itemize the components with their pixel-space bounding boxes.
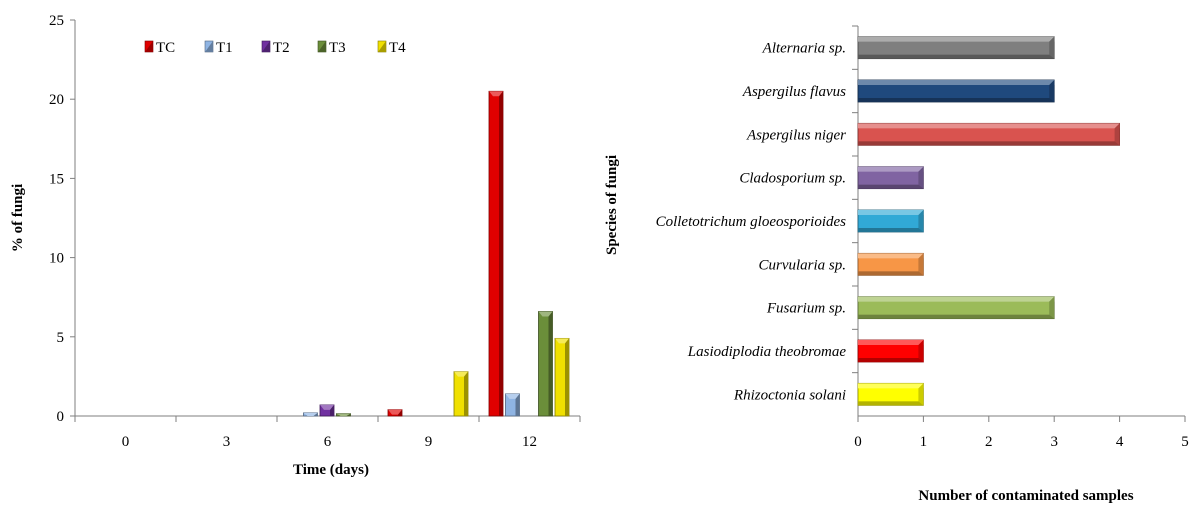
right-x-tick-label: 1	[920, 434, 928, 450]
species-bar-3	[857, 166, 924, 190]
left-y-tick-label: 10	[49, 251, 64, 267]
species-bar-7	[857, 339, 924, 363]
right-x-tick-label: 4	[1116, 434, 1124, 450]
species-label: Alternaria sp.	[762, 41, 846, 57]
species-label: Curvularia sp.	[758, 257, 846, 273]
left-x-tick-label: 6	[324, 434, 332, 450]
left-y-tick-label: 20	[49, 92, 64, 108]
species-bar-1	[857, 79, 1055, 103]
legend-item-t2: T2	[261, 40, 290, 56]
legend-label: T1	[216, 40, 233, 56]
left-bar-tc-day-12	[488, 90, 504, 417]
left-bar-t1-day-12	[505, 393, 520, 417]
left-bar-t4-day-9	[453, 371, 469, 417]
left-x-axis-title: Time (days)	[293, 462, 369, 478]
left-bar-t3-day-6	[336, 413, 351, 417]
left-bar-t1-day-6	[303, 412, 318, 417]
left-y-tick-label: 0	[57, 409, 65, 425]
species-bar-2	[857, 122, 1121, 146]
legend-label: T3	[329, 40, 346, 56]
left-x-tick-label: 0	[122, 434, 130, 450]
time-course-bar-chart: 0 5 10 15 20 25 0 3 6 9 12 TC T1 T2 T3 T4 Time (days)…	[10, 13, 581, 478]
left-y-tick-label: 25	[49, 13, 64, 29]
species-label: Aspergilus flavus	[742, 84, 846, 100]
legend-label: T4	[389, 40, 406, 56]
left-bar-t4-day-12	[554, 337, 570, 417]
left-x-tick-label: 9	[425, 434, 433, 450]
legend-item-t3: T3	[317, 40, 346, 56]
species-label: Aspergilus niger	[746, 127, 846, 143]
left-x-tick-label: 12	[522, 434, 537, 450]
left-y-axis-title: % of fungi	[10, 184, 26, 252]
species-bar-6	[857, 296, 1055, 320]
legend-item-t4: T4	[377, 40, 406, 56]
species-label: Lasiodiplodia theobromae	[687, 344, 847, 360]
species-label: Fusarium sp.	[766, 301, 846, 317]
species-label: Colletotrichum gloeosporioides	[656, 214, 847, 230]
species-label: Cladosporium sp.	[739, 171, 846, 187]
species-bar-5	[857, 252, 924, 276]
right-y-axis-title: Species of fungi	[604, 155, 620, 255]
species-bar-chart: 0 1 2 3 4 5 Alternaria sp. Aspergilus flavus As…	[604, 25, 1189, 504]
left-x-tick-label: 3	[223, 434, 231, 450]
species-bar-0	[857, 36, 1055, 60]
right-x-tick-label: 3	[1050, 434, 1058, 450]
legend-label: TC	[156, 40, 175, 56]
legend-item-tc: TC	[144, 40, 175, 56]
left-y-tick-label: 5	[57, 330, 65, 346]
right-x-tick-label: 5	[1181, 434, 1189, 450]
right-x-tick-label: 2	[985, 434, 993, 450]
species-bar-8	[857, 382, 924, 406]
left-bar-t3-day-12	[538, 311, 553, 417]
legend-label: T2	[273, 40, 290, 56]
species-bar-4	[857, 209, 924, 233]
right-x-axis-title: Number of contaminated samples	[918, 488, 1133, 504]
left-bar-t2-day-6	[319, 404, 335, 417]
left-bar-tc-day-9	[387, 409, 403, 417]
legend-item-t1: T1	[204, 40, 233, 56]
right-x-tick-label: 0	[854, 434, 862, 450]
left-y-tick-label: 15	[49, 171, 64, 187]
species-label: Rhizoctonia solani	[733, 387, 846, 403]
